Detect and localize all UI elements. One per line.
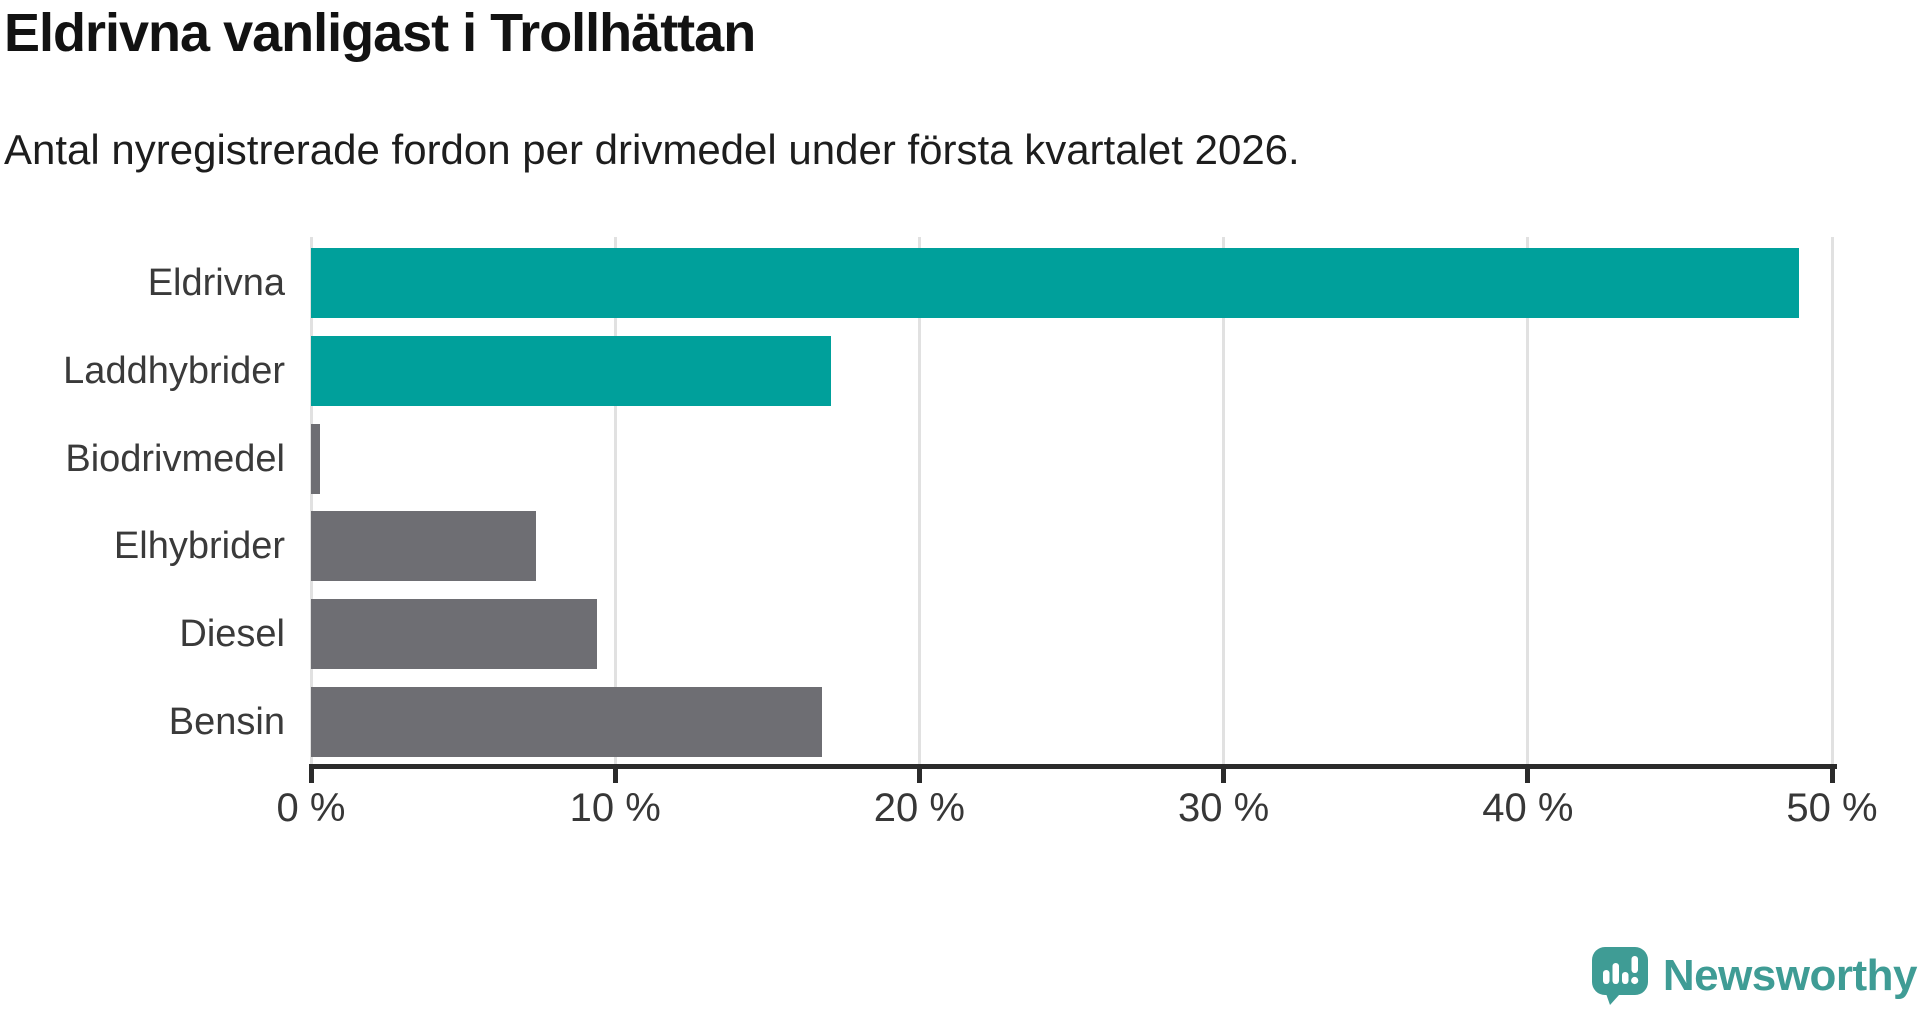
x-axis-tick-label: 40 %	[1482, 786, 1574, 830]
x-axis-tick-label: 0 %	[276, 786, 346, 830]
plot-area	[309, 237, 1834, 764]
gridline-30	[1222, 237, 1226, 764]
x-axis-tick-0	[308, 769, 314, 783]
x-axis-tick-20	[916, 769, 922, 783]
x-axis-tick-label: 20 %	[873, 786, 965, 830]
x-axis-tick-50	[1829, 769, 1835, 783]
x-axis-tick-10	[612, 769, 618, 783]
logo-text: Newsworthy	[1662, 951, 1918, 1000]
gridline-40	[1526, 237, 1530, 764]
bar-elhybrider	[311, 511, 537, 582]
bar-biodrivmedel	[311, 423, 321, 494]
x-axis-tick-label: 10 %	[569, 786, 661, 830]
x-axis-tick-label: 30 %	[1178, 786, 1270, 830]
category-label-diesel: Diesel	[179, 613, 285, 656]
x-axis-tick-30	[1221, 769, 1227, 783]
category-label-biodrivmedel: Biodrivmedel	[65, 437, 285, 480]
category-label-laddhybrider: Laddhybrider	[63, 349, 285, 392]
bar-laddhybrider	[311, 335, 832, 406]
page-subtitle: Antal nyregistrerade fordon per drivmede…	[4, 126, 1300, 173]
x-axis-tick-label: 50 %	[1786, 786, 1878, 830]
bar-bensin	[311, 687, 823, 758]
x-axis-tick-40	[1525, 769, 1531, 783]
bar-diesel	[311, 599, 597, 670]
gridline-0	[309, 237, 313, 764]
newsworthy-logo-icon	[1591, 947, 1648, 1005]
category-label-elhybrider: Elhybrider	[113, 525, 285, 568]
newsworthy-logo: Newsworthy	[1591, 947, 1918, 1005]
x-axis-line	[309, 764, 1837, 769]
category-label-eldrivna: Eldrivna	[147, 261, 285, 304]
page-title: Eldrivna vanligast i Trollhättan	[4, 3, 756, 63]
gridline-20	[917, 237, 921, 764]
category-label-bensin: Bensin	[168, 701, 285, 744]
bar-eldrivna	[311, 247, 1799, 318]
gridline-50	[1830, 237, 1834, 764]
gridline-10	[613, 237, 617, 764]
